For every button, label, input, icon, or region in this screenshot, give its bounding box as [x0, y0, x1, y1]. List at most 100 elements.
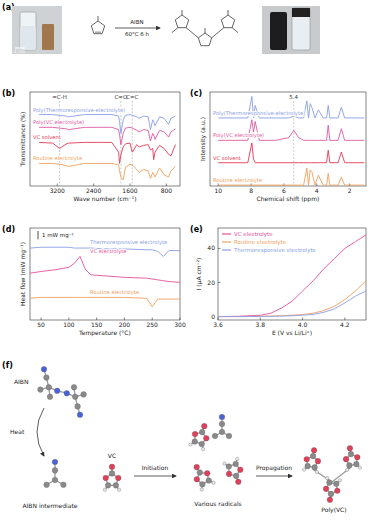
- panel-label: (e): [190, 225, 203, 234]
- scale-text: 1 cm: [14, 49, 25, 54]
- liquid: [20, 26, 36, 50]
- legend-swatch: [222, 241, 231, 242]
- x-tick: [302, 318, 303, 321]
- atom: [113, 483, 119, 489]
- x-tick-label: 4.0: [298, 321, 308, 328]
- atom: [202, 423, 208, 429]
- atom: [61, 482, 67, 488]
- x-tick: [96, 318, 97, 321]
- series-label: Routine electrolyte: [213, 177, 262, 184]
- frame: [30, 92, 180, 186]
- panel: (b)320024001600800Wave number (cm⁻¹)Tran…: [2, 89, 180, 202]
- series-line: [218, 291, 366, 317]
- series-label: VC solvent: [33, 134, 61, 140]
- carbonyl: [98, 16, 99, 21]
- panel: (e)3.63.84.04.202040E (V vs Li/Li⁺)I (μA…: [190, 225, 366, 336]
- atom: [315, 470, 318, 473]
- series-label: VC electrolyte: [90, 248, 126, 255]
- panel-f: (f)AIBNHeatAIBN intermediateVCInitiation…: [2, 361, 362, 514]
- x-tick-label: 10: [214, 187, 222, 194]
- atom: [72, 394, 78, 400]
- x-tick-label: 4: [315, 187, 319, 194]
- molecule-label: Poly(VC): [321, 506, 346, 514]
- atom: [343, 456, 349, 462]
- atom: [348, 451, 354, 457]
- atom: [219, 414, 225, 420]
- y-tick: [218, 282, 221, 283]
- panel-label: (f): [2, 361, 13, 370]
- step-label: Initiation: [142, 464, 169, 471]
- atom: [71, 384, 77, 390]
- x-tick-label: 800: [161, 187, 173, 194]
- atom: [44, 482, 50, 488]
- frame: [30, 228, 180, 320]
- x-tick-label: 3.6: [213, 321, 223, 328]
- atom: [226, 471, 232, 477]
- atom: [235, 457, 238, 460]
- x-axis-label: Wave number (cm⁻¹): [73, 195, 136, 202]
- frame: [218, 228, 366, 320]
- panel-a: (a)1 cmAIBN60°C 6 h: [2, 3, 320, 54]
- x-tick: [218, 318, 219, 321]
- atom: [347, 445, 353, 451]
- x-tick: [124, 318, 125, 321]
- atom: [199, 429, 205, 435]
- atom: [194, 477, 200, 483]
- ring: [221, 15, 234, 28]
- scale-bar: [38, 231, 39, 239]
- atom: [305, 463, 311, 469]
- panel-label: (b): [2, 89, 15, 98]
- molecule-label: AIBN intermediate: [23, 502, 78, 509]
- atom: [302, 468, 305, 471]
- ring: [175, 15, 188, 28]
- atom: [201, 447, 204, 450]
- molecule-label: AIBN: [14, 378, 28, 385]
- step-label: Propagation: [256, 464, 292, 472]
- x-axis-label: E (V vs Li/Li⁺): [272, 329, 312, 336]
- molecule-label: VC: [108, 452, 116, 459]
- x-tick-label: 4.2: [340, 321, 350, 328]
- x-axis-label: Temperature (°C): [78, 329, 131, 337]
- panel: (c)108642Chemical shift (ppm)Intensity (…: [190, 89, 366, 203]
- y-tick-label: 0: [211, 313, 215, 320]
- carbonyl: [228, 10, 229, 15]
- x-tick: [344, 318, 345, 321]
- atom: [192, 431, 198, 437]
- series-line: [218, 235, 366, 317]
- panel-label: (c): [190, 89, 202, 98]
- atom: [334, 481, 340, 487]
- atom: [354, 461, 360, 467]
- conditions: 60°C 6 h: [125, 31, 150, 37]
- chain: [212, 28, 224, 38]
- series-label: Routine electrolyte: [33, 155, 82, 162]
- x-tick-label: 3.8: [256, 321, 266, 328]
- chain: [172, 28, 178, 33]
- x-tick: [316, 184, 317, 187]
- atom: [358, 466, 361, 469]
- atom: [38, 387, 44, 393]
- atom: [46, 384, 52, 390]
- atom: [219, 429, 225, 435]
- x-tick-label: 50: [37, 321, 45, 328]
- x-tick-label: 8: [249, 187, 253, 194]
- molecule-label: Various radicals: [194, 500, 241, 507]
- atom: [54, 388, 60, 394]
- y-tick: [218, 248, 221, 249]
- annotation: 5.4: [289, 94, 298, 100]
- y-tick-label: 20: [207, 279, 215, 286]
- data-area: [30, 247, 180, 306]
- reagent: AIBN: [130, 19, 143, 25]
- atom: [327, 497, 333, 503]
- series-label: VC solvent: [213, 155, 241, 161]
- vial: [292, 8, 310, 50]
- atom: [327, 480, 333, 486]
- atom: [105, 483, 111, 489]
- x-tick: [166, 184, 167, 187]
- atom: [233, 461, 239, 467]
- series-line: [218, 281, 366, 317]
- atom: [41, 366, 47, 372]
- y-tick-label: 40: [207, 244, 215, 251]
- series-line: [30, 297, 180, 306]
- atom: [334, 488, 340, 494]
- x-tick-label: 100: [63, 321, 75, 328]
